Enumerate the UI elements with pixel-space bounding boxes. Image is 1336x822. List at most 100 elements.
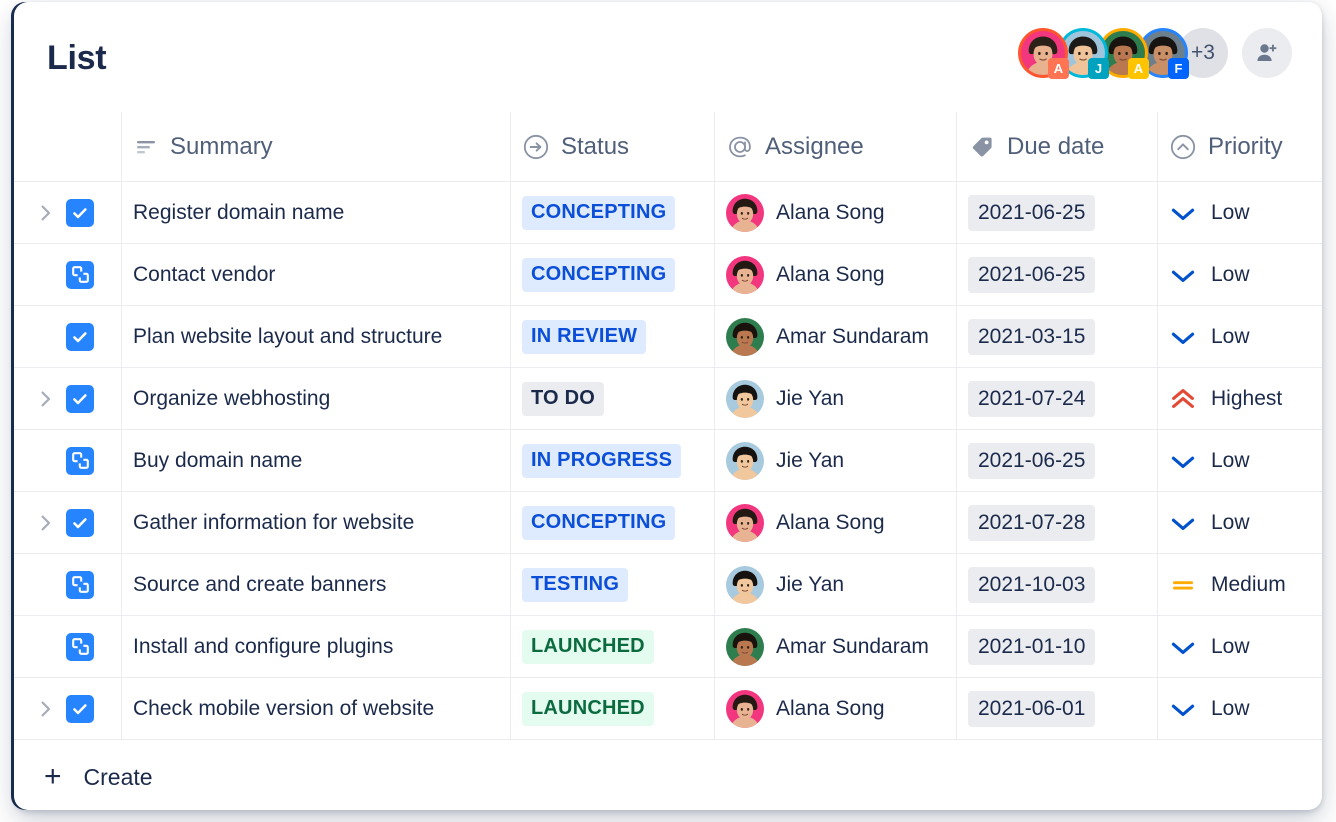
cell-due-date[interactable]: 2021-06-01 [956, 678, 1157, 739]
cell-assignee[interactable]: Jie Yan [714, 430, 956, 491]
due-date-chip[interactable]: 2021-01-10 [968, 628, 1096, 665]
cell-assignee[interactable]: Alana Song [714, 244, 956, 305]
cell-priority[interactable]: Low [1157, 244, 1322, 305]
due-date-chip[interactable]: 2021-10-03 [968, 566, 1096, 603]
assignee[interactable]: Alana Song [726, 503, 885, 542]
priority[interactable]: Low [1169, 695, 1250, 723]
cell-assignee[interactable]: Alana Song [714, 678, 956, 739]
subtask-icon[interactable] [66, 260, 94, 289]
table-row[interactable]: Contact vendor CONCEPTING Alana Song 202… [14, 244, 1322, 306]
assignee[interactable]: Jie Yan [726, 379, 844, 418]
column-header-status[interactable]: Status [510, 112, 714, 181]
assignee[interactable]: Alana Song [726, 193, 885, 232]
due-date-chip[interactable]: 2021-06-25 [968, 194, 1096, 231]
cell-due-date[interactable]: 2021-10-03 [956, 554, 1157, 615]
column-header-due-date[interactable]: Due date [956, 112, 1157, 181]
priority[interactable]: Low [1169, 633, 1250, 661]
table-row[interactable]: Plan website layout and structure IN REV… [14, 306, 1322, 368]
priority[interactable]: Highest [1169, 385, 1282, 413]
cell-status[interactable]: LAUNCHED [510, 678, 714, 739]
cell-summary[interactable]: Contact vendor [121, 244, 510, 305]
table-row[interactable]: Install and configure plugins LAUNCHED A… [14, 616, 1322, 678]
cell-assignee[interactable]: Alana Song [714, 182, 956, 243]
status-badge[interactable]: TESTING [522, 567, 629, 602]
avatar-stack-member[interactable]: A [1098, 28, 1149, 79]
cell-status[interactable]: TO DO [510, 368, 714, 429]
table-row[interactable]: Gather information for website CONCEPTIN… [14, 492, 1322, 554]
task-check-icon[interactable] [66, 508, 94, 537]
subtask-icon[interactable] [66, 570, 94, 599]
cell-summary[interactable]: Source and create banners [121, 554, 510, 615]
cell-assignee[interactable]: Jie Yan [714, 368, 956, 429]
table-row[interactable]: Register domain name CONCEPTING Alana So… [14, 182, 1322, 244]
subtask-icon[interactable] [66, 632, 94, 661]
expand-row-button[interactable] [26, 513, 66, 533]
create-row[interactable]: + Create [14, 744, 1322, 810]
cell-assignee[interactable]: Amar Sundaram [714, 616, 956, 677]
cell-due-date[interactable]: 2021-03-15 [956, 306, 1157, 367]
assignee[interactable]: Jie Yan [726, 565, 844, 604]
cell-priority[interactable]: Medium [1157, 554, 1322, 615]
cell-priority[interactable]: Low [1157, 306, 1322, 367]
priority[interactable]: Low [1169, 509, 1250, 537]
cell-due-date[interactable]: 2021-07-28 [956, 492, 1157, 553]
task-check-icon[interactable] [66, 694, 94, 723]
cell-assignee[interactable]: Alana Song [714, 492, 956, 553]
cell-due-date[interactable]: 2021-01-10 [956, 616, 1157, 677]
due-date-chip[interactable]: 2021-07-24 [968, 380, 1096, 417]
priority[interactable]: Low [1169, 447, 1250, 475]
status-badge[interactable]: TO DO [522, 381, 604, 416]
cell-due-date[interactable]: 2021-07-24 [956, 368, 1157, 429]
cell-due-date[interactable]: 2021-06-25 [956, 182, 1157, 243]
cell-summary[interactable]: Register domain name [121, 182, 510, 243]
cell-assignee[interactable]: Jie Yan [714, 554, 956, 615]
cell-status[interactable]: IN REVIEW [510, 306, 714, 367]
status-badge[interactable]: IN PROGRESS [522, 443, 682, 478]
subtask-icon[interactable] [66, 446, 94, 475]
due-date-chip[interactable]: 2021-03-15 [968, 318, 1096, 355]
cell-priority[interactable]: Low [1157, 430, 1322, 491]
cell-status[interactable]: CONCEPTING [510, 244, 714, 305]
assignee[interactable]: Alana Song [726, 255, 885, 294]
due-date-chip[interactable]: 2021-06-25 [968, 256, 1096, 293]
avatar-stack[interactable]: A J A F +3 [1018, 28, 1228, 79]
cell-summary[interactable]: Install and configure plugins [121, 616, 510, 677]
priority[interactable]: Low [1169, 323, 1250, 351]
priority[interactable]: Low [1169, 199, 1250, 227]
priority[interactable]: Medium [1169, 571, 1286, 599]
expand-row-button[interactable] [26, 203, 66, 223]
expand-row-button[interactable] [26, 389, 66, 409]
cell-priority[interactable]: Low [1157, 492, 1322, 553]
cell-summary[interactable]: Gather information for website [121, 492, 510, 553]
cell-due-date[interactable]: 2021-06-25 [956, 430, 1157, 491]
status-badge[interactable]: CONCEPTING [522, 195, 676, 230]
status-badge[interactable]: IN REVIEW [522, 319, 647, 354]
cell-priority[interactable]: Low [1157, 182, 1322, 243]
cell-summary[interactable]: Plan website layout and structure [121, 306, 510, 367]
status-badge[interactable]: CONCEPTING [522, 505, 676, 540]
column-header-priority[interactable]: Priority [1157, 112, 1322, 181]
priority[interactable]: Low [1169, 261, 1250, 289]
status-badge[interactable]: LAUNCHED [522, 691, 654, 726]
cell-priority[interactable]: Highest [1157, 368, 1322, 429]
assignee[interactable]: Amar Sundaram [726, 317, 929, 356]
cell-status[interactable]: LAUNCHED [510, 616, 714, 677]
column-header-summary[interactable]: Summary [121, 112, 510, 181]
task-check-icon[interactable] [66, 322, 94, 351]
task-check-icon[interactable] [66, 384, 94, 413]
cell-summary[interactable]: Buy domain name [121, 430, 510, 491]
status-badge[interactable]: CONCEPTING [522, 257, 676, 292]
due-date-chip[interactable]: 2021-07-28 [968, 504, 1096, 541]
due-date-chip[interactable]: 2021-06-25 [968, 442, 1096, 479]
table-row[interactable]: Source and create banners TESTING Jie Ya… [14, 554, 1322, 616]
add-person-button[interactable] [1242, 28, 1292, 78]
expand-row-button[interactable] [26, 699, 66, 719]
assignee[interactable]: Amar Sundaram [726, 627, 929, 666]
assignee[interactable]: Jie Yan [726, 441, 844, 480]
status-badge[interactable]: LAUNCHED [522, 629, 654, 664]
cell-status[interactable]: CONCEPTING [510, 182, 714, 243]
avatar-stack-member[interactable]: A [1018, 28, 1069, 79]
due-date-chip[interactable]: 2021-06-01 [968, 690, 1096, 727]
cell-status[interactable]: CONCEPTING [510, 492, 714, 553]
cell-summary[interactable]: Check mobile version of website [121, 678, 510, 739]
